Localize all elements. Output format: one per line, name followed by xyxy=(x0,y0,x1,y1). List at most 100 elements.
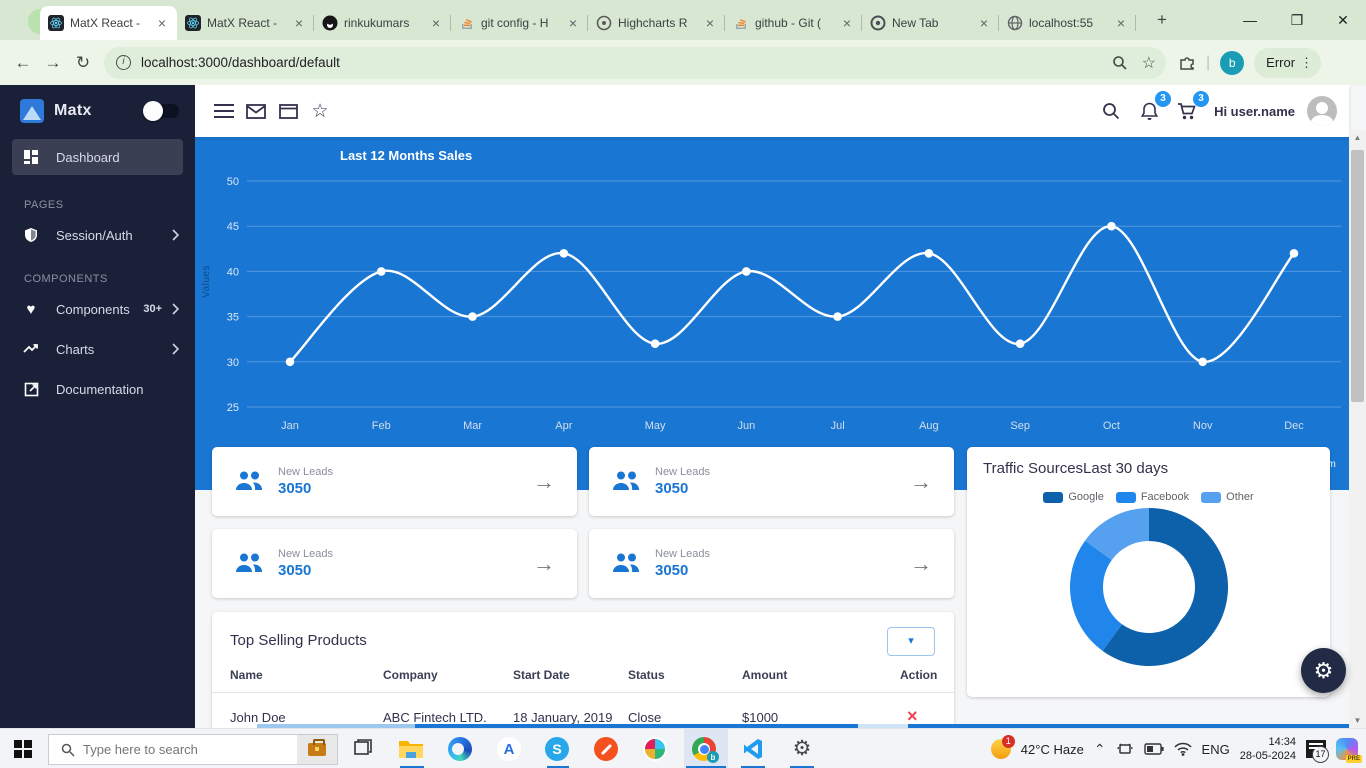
star-icon[interactable]: ☆ xyxy=(311,100,329,122)
table-filter-dropdown[interactable]: ▾ xyxy=(887,627,935,656)
copilot-icon[interactable]: PRE xyxy=(1336,738,1362,763)
tab-git-config[interactable]: git config - H × xyxy=(451,6,588,40)
taskbar-search-input[interactable] xyxy=(83,742,297,757)
toolbar-divider: | xyxy=(1206,53,1211,71)
extensions-icon[interactable] xyxy=(1178,54,1196,72)
skype-icon[interactable]: S xyxy=(545,737,569,761)
tab-close-icon[interactable]: × xyxy=(705,15,715,31)
svg-text:Jul: Jul xyxy=(831,420,845,432)
chrome-icon[interactable]: b xyxy=(692,737,719,763)
settings-gear-icon[interactable]: ⚙ xyxy=(792,737,812,760)
people-icon xyxy=(611,553,641,574)
scrollbar-thumb[interactable] xyxy=(1351,150,1364,402)
sidebar-item-dashboard[interactable]: Dashboard xyxy=(12,139,183,175)
browser-profile-avatar[interactable]: b xyxy=(1220,50,1245,75)
tab-close-icon[interactable]: × xyxy=(157,15,167,31)
tray-date: 28-05-2024 xyxy=(1239,750,1296,762)
sidebar-item-session-auth[interactable]: Session/Auth xyxy=(0,215,195,255)
file-explorer-icon[interactable] xyxy=(398,737,423,761)
arrow-right-icon[interactable]: → xyxy=(533,468,555,494)
tab-close-icon[interactable]: × xyxy=(568,15,578,31)
legend-swatch-other xyxy=(1201,491,1222,503)
notifications-button[interactable]: 3 xyxy=(1134,91,1172,126)
bookmark-star-icon[interactable]: ☆ xyxy=(1141,54,1156,72)
scroll-up-icon[interactable]: ▲ xyxy=(1353,133,1362,142)
site-info-icon[interactable]: i xyxy=(116,55,131,70)
menu-icon[interactable] xyxy=(209,96,239,126)
delete-row-icon[interactable]: × xyxy=(907,706,918,726)
tab-close-icon[interactable]: × xyxy=(979,15,989,31)
cart-button[interactable]: 3 xyxy=(1172,91,1210,126)
browser-viewport: Matx Dashboard PAGES Session/Auth COMPON… xyxy=(0,85,1366,728)
tab-localhost[interactable]: localhost:55 × xyxy=(999,6,1136,40)
tab-close-icon[interactable]: × xyxy=(431,15,441,31)
address-bar[interactable]: i localhost:3000/dashboard/default ☆ xyxy=(104,46,1166,79)
taskbar-search[interactable] xyxy=(48,734,338,765)
sidebar-mode-toggle[interactable] xyxy=(143,101,179,121)
window-minimize-button[interactable]: — xyxy=(1243,12,1257,28)
search-icon[interactable] xyxy=(1096,96,1126,126)
window-restore-button[interactable]: ❐ xyxy=(1290,12,1304,28)
new-leads-card-3[interactable]: New Leads 3050 → xyxy=(212,529,577,598)
task-view-icon[interactable] xyxy=(352,737,376,761)
notification-center-icon[interactable]: 17 xyxy=(1306,740,1329,763)
tab-highcharts[interactable]: Highcharts R × xyxy=(588,6,725,40)
lead-card-label: New Leads xyxy=(655,548,711,560)
tab-github-repo[interactable]: rinkukumars × xyxy=(314,6,451,40)
slack-icon[interactable] xyxy=(643,737,667,761)
reload-icon[interactable]: ↻ xyxy=(75,52,91,72)
tab-close-icon[interactable]: × xyxy=(842,15,852,31)
wifi-icon[interactable] xyxy=(1174,742,1192,756)
arrow-right-icon[interactable]: → xyxy=(910,468,932,494)
pencil-app-icon[interactable] xyxy=(594,737,618,761)
kebab-menu-icon[interactable]: ⋮ xyxy=(1300,54,1314,70)
compass-a-app-icon[interactable]: A xyxy=(497,737,521,761)
mail-icon[interactable] xyxy=(241,96,271,126)
new-leads-card-4[interactable]: New Leads 3050 → xyxy=(589,529,954,598)
battery-icon[interactable] xyxy=(1143,743,1164,755)
cell-status: Close xyxy=(628,710,662,725)
sidebar-item-components[interactable]: ♥ Components 30+ xyxy=(0,289,195,329)
settings-fab[interactable]: ⚙ xyxy=(1301,648,1346,693)
zoom-icon[interactable] xyxy=(1112,55,1128,71)
highcharts-icon xyxy=(596,15,612,31)
tab-github-search[interactable]: github - Git ( × xyxy=(725,6,862,40)
url-text[interactable]: localhost:3000/dashboard/default xyxy=(141,55,340,70)
forward-icon[interactable]: → xyxy=(44,52,62,72)
tab-matx-react-2[interactable]: MatX React - × xyxy=(177,6,314,40)
error-menu-button[interactable]: Error ⋮ xyxy=(1254,47,1322,78)
chevron-right-icon xyxy=(172,303,179,315)
scroll-down-icon[interactable]: ▼ xyxy=(1353,716,1362,725)
tab-close-icon[interactable]: × xyxy=(1116,15,1126,31)
arrow-right-icon[interactable]: → xyxy=(910,550,932,576)
cell-start-date: 18 January, 2019 xyxy=(513,710,613,725)
window-close-button[interactable]: ✕ xyxy=(1337,12,1349,28)
lead-card-label: New Leads xyxy=(278,466,334,478)
weather-text[interactable]: 42°C Haze xyxy=(1020,741,1084,757)
tab-matx-react-1[interactable]: MatX React - × xyxy=(40,6,177,40)
sidebar-item-documentation[interactable]: Documentation xyxy=(0,369,195,409)
weather-icon[interactable]: 1 xyxy=(990,735,1015,759)
cast-icon[interactable] xyxy=(1116,741,1134,757)
briefcase-icon[interactable] xyxy=(297,735,337,764)
vertical-scrollbar[interactable]: ▲ ▼ xyxy=(1349,130,1366,728)
tab-new-tab[interactable]: New Tab × xyxy=(862,6,999,40)
tab-close-icon[interactable]: × xyxy=(294,15,304,31)
web-asset-icon[interactable] xyxy=(273,96,303,126)
start-button[interactable] xyxy=(14,740,32,758)
clock[interactable]: 14:34 28-05-2024 xyxy=(1240,735,1296,763)
new-leads-card-1[interactable]: New Leads 3050 → xyxy=(212,447,577,516)
edge-icon[interactable] xyxy=(448,737,472,761)
language-label[interactable]: ENG xyxy=(1201,741,1230,757)
vscode-icon[interactable] xyxy=(741,737,765,761)
sidebar-item-charts[interactable]: Charts xyxy=(0,329,195,369)
browser-tabstrip: v MatX React - × MatX React - × rinkukum… xyxy=(0,0,1366,40)
back-icon[interactable]: ← xyxy=(14,52,32,72)
col-header-company: Company xyxy=(383,668,438,682)
new-tab-button[interactable]: + xyxy=(1157,10,1167,29)
arrow-right-icon[interactable]: → xyxy=(533,550,555,576)
new-leads-card-2[interactable]: New Leads 3050 → xyxy=(589,447,954,516)
tray-chevron-up-icon[interactable]: ⌃ xyxy=(1093,740,1106,757)
user-avatar[interactable] xyxy=(1307,96,1337,126)
sidebar-item-label: Session/Auth xyxy=(56,227,133,243)
